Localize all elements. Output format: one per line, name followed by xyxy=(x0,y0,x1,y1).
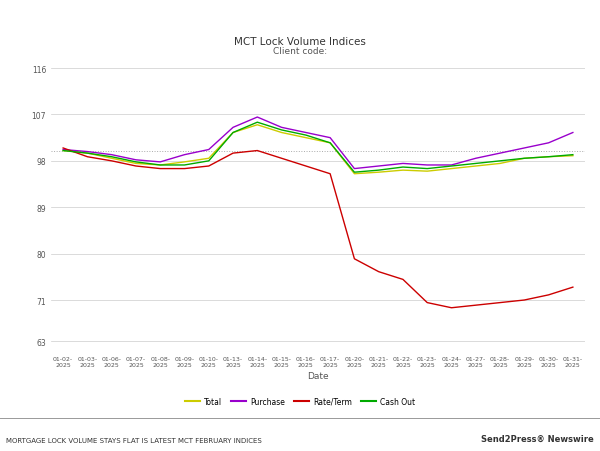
Text: Send2Press® Newswire: Send2Press® Newswire xyxy=(481,434,594,443)
Purchase xyxy=(133,158,140,163)
Rate/Term xyxy=(472,303,479,308)
Purchase xyxy=(472,156,479,161)
Purchase xyxy=(351,166,358,172)
Purchase xyxy=(375,164,382,169)
Total xyxy=(569,154,577,159)
Cash Out xyxy=(84,151,91,156)
Purchase xyxy=(254,115,261,120)
Cash Out xyxy=(472,161,479,167)
Rate/Term xyxy=(133,164,140,169)
Rate/Term xyxy=(375,269,382,275)
Purchase xyxy=(84,150,91,155)
Purchase xyxy=(545,141,552,146)
Rate/Term xyxy=(326,172,334,177)
Purchase xyxy=(278,125,285,131)
Purchase xyxy=(521,146,528,152)
Rate/Term xyxy=(205,164,212,169)
Purchase xyxy=(448,163,455,168)
Cash Out xyxy=(351,170,358,175)
Total xyxy=(424,169,431,175)
Rate/Term xyxy=(84,155,91,160)
Purchase xyxy=(400,161,407,167)
Cash Out xyxy=(59,148,67,154)
Cash Out xyxy=(108,155,115,160)
Rate/Term xyxy=(424,300,431,306)
Total xyxy=(448,166,455,172)
Cash Out xyxy=(569,152,577,158)
Legend: Total, Purchase, Rate/Term, Cash Out: Total, Purchase, Rate/Term, Cash Out xyxy=(182,394,419,409)
X-axis label: Date: Date xyxy=(307,372,329,381)
Line: Cash Out: Cash Out xyxy=(63,123,573,173)
Rate/Term xyxy=(496,300,503,306)
Purchase xyxy=(424,163,431,168)
Total xyxy=(59,148,67,154)
Cash Out xyxy=(278,128,285,133)
Cash Out xyxy=(448,164,455,169)
Rate/Term xyxy=(448,305,455,311)
Cash Out xyxy=(375,168,382,174)
Cash Out xyxy=(424,166,431,172)
Cash Out xyxy=(496,159,503,164)
Cash Out xyxy=(545,155,552,160)
Total xyxy=(84,151,91,156)
Total xyxy=(278,130,285,136)
Purchase xyxy=(59,147,67,153)
Total xyxy=(205,156,212,161)
Total xyxy=(545,155,552,160)
Total xyxy=(351,172,358,177)
Rate/Term xyxy=(229,151,236,156)
Line: Total: Total xyxy=(63,125,573,175)
Purchase xyxy=(108,152,115,158)
Rate/Term xyxy=(545,293,552,298)
Cash Out xyxy=(302,133,310,138)
Purchase xyxy=(205,147,212,153)
Purchase xyxy=(157,160,164,165)
Total xyxy=(496,161,503,167)
Total xyxy=(521,156,528,161)
Total xyxy=(229,130,236,136)
Text: Client code:: Client code: xyxy=(273,46,327,55)
Total xyxy=(472,164,479,169)
Purchase xyxy=(229,125,236,131)
Rate/Term xyxy=(157,166,164,172)
Purchase xyxy=(326,136,334,141)
Purchase xyxy=(181,152,188,158)
Cash Out xyxy=(205,159,212,164)
Purchase xyxy=(302,130,310,136)
Total xyxy=(254,123,261,128)
Rate/Term xyxy=(521,298,528,303)
Total xyxy=(108,156,115,161)
Cash Out xyxy=(400,165,407,170)
Text: MCT Lock Volume Indices: MCT Lock Volume Indices xyxy=(234,37,366,47)
Total xyxy=(400,168,407,174)
Line: Rate/Term: Rate/Term xyxy=(63,149,573,308)
Cash Out xyxy=(254,120,261,126)
Rate/Term xyxy=(302,164,310,169)
Total xyxy=(133,161,140,167)
Rate/Term xyxy=(108,159,115,164)
Rate/Term xyxy=(569,285,577,290)
Rate/Term xyxy=(181,166,188,172)
Total xyxy=(375,170,382,175)
Cash Out xyxy=(229,130,236,136)
Rate/Term xyxy=(351,257,358,262)
Total xyxy=(326,141,334,146)
Cash Out xyxy=(326,141,334,146)
Total xyxy=(157,163,164,168)
Line: Purchase: Purchase xyxy=(63,118,573,169)
Cash Out xyxy=(521,156,528,161)
Text: MORTGAGE LOCK VOLUME STAYS FLAT IS LATEST MCT FEBRUARY INDICES: MORTGAGE LOCK VOLUME STAYS FLAT IS LATES… xyxy=(6,437,262,443)
Rate/Term xyxy=(59,146,67,152)
Rate/Term xyxy=(278,156,285,161)
Cash Out xyxy=(157,163,164,168)
Rate/Term xyxy=(400,277,407,282)
Purchase xyxy=(496,151,503,156)
Cash Out xyxy=(181,163,188,168)
Total xyxy=(302,136,310,141)
Total xyxy=(181,160,188,165)
Rate/Term xyxy=(254,148,261,154)
Purchase xyxy=(569,130,577,136)
Cash Out xyxy=(133,160,140,165)
